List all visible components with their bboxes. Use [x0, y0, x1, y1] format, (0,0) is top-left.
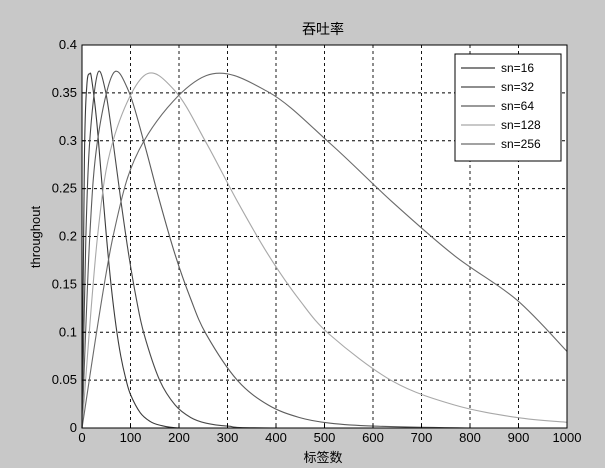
y-axis-ticks: 0 0.05 0.1 0.15 0.2 0.25 0.3 0.35 0.4 [52, 37, 86, 435]
x-tick-label: 100 [120, 430, 142, 445]
y-tick-label: 0 [70, 420, 77, 435]
series-line-2 [81, 70, 567, 429]
x-tick-label: 0 [78, 430, 85, 445]
legend-entry: sn=16 [501, 61, 534, 75]
series-line-4 [81, 72, 568, 429]
y-tick-label: 0.1 [59, 324, 77, 339]
y-tick-label: 0.2 [59, 229, 77, 244]
legend-entry: sn=32 [501, 80, 534, 94]
y-tick-label: 0.35 [52, 85, 77, 100]
grid [82, 45, 567, 428]
x-tick-label: 1000 [553, 430, 582, 445]
y-tick-label: 0.15 [52, 276, 77, 291]
x-tick-label: 300 [217, 430, 239, 445]
chart-title: 吞吐率 [302, 21, 344, 37]
y-axis-label: throughout [28, 206, 43, 269]
legend-entry: sn=256 [501, 137, 541, 151]
x-axis-label: 标签数 [303, 450, 342, 465]
y-tick-label: 0.05 [52, 372, 77, 387]
series-line-3 [81, 70, 567, 429]
x-tick-label: 900 [508, 430, 530, 445]
legend-entry: sn=64 [501, 99, 534, 113]
y-tick-label: 0.4 [59, 37, 77, 52]
x-tick-label: 800 [459, 430, 481, 445]
x-tick-label: 700 [411, 430, 433, 445]
x-tick-label: 200 [168, 430, 190, 445]
legend-box [454, 53, 562, 162]
y-tick-label: 0.25 [52, 181, 77, 196]
legend: sn=16 sn=32 sn=64 sn=128 sn=256 [454, 53, 562, 162]
x-tick-label: 400 [265, 430, 287, 445]
y-tick-label: 0.3 [59, 133, 77, 148]
legend-entry: sn=128 [501, 118, 541, 132]
series-line-5 [81, 72, 568, 429]
x-axis-ticks: 0 100 200 300 400 500 600 700 800 900 1000 [78, 424, 581, 445]
x-tick-label: 600 [362, 430, 384, 445]
x-tick-label: 500 [314, 430, 336, 445]
